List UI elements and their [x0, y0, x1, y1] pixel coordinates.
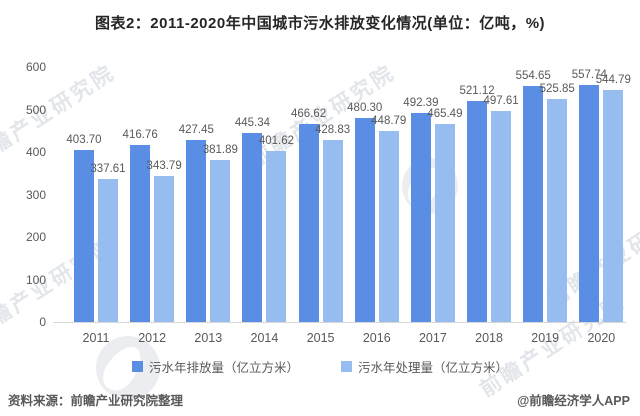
x-axis-tick-label: 2019	[531, 331, 560, 345]
x-axis-tick-label: 2014	[250, 331, 279, 345]
x-axis-tick-label: 2018	[475, 331, 503, 345]
chart-title: 图表2：2011-2020年中国城市污水排放变化情况(单位：亿吨，%)	[94, 15, 546, 32]
bar-discharge-2016	[354, 117, 375, 322]
source-note: 资料来源：前瞻产业研究院整理	[8, 394, 184, 408]
y-axis-tick-label: 500	[25, 102, 46, 117]
y-axis-tick-label: 0	[39, 315, 46, 329]
value-label: 448.79	[371, 115, 407, 128]
value-label: 525.85	[539, 82, 575, 95]
value-label: 554.65	[515, 70, 551, 83]
credit-note: @前瞻经济学人APP	[517, 394, 630, 408]
x-axis-line	[53, 322, 626, 323]
y-axis-tick-label: 600	[25, 60, 46, 74]
chart-legend: 污水年排放量（亿立方米） 污水年处理量（亿立方米）	[0, 357, 640, 376]
bar-treatment-2012	[154, 175, 175, 322]
bar-discharge-2011	[74, 150, 94, 322]
legend-swatch-icon	[341, 361, 352, 372]
value-label: 401.62	[258, 135, 295, 148]
legend-label: 污水年处理量（亿立方米）	[358, 361, 509, 375]
value-label: 557.74	[571, 68, 607, 81]
legend-item: 污水年处理量（亿立方米）	[341, 357, 508, 376]
bar-discharge-2015	[298, 123, 319, 322]
value-label: 492.39	[403, 96, 439, 109]
bar-discharge-2013	[186, 140, 207, 322]
x-axis-tick-label: 2011	[82, 331, 110, 345]
value-label: 466.62	[291, 107, 327, 120]
bar-treatment-2013	[210, 159, 231, 322]
x-axis-tick-label: 2013	[194, 331, 223, 345]
y-axis-tick-label: 100	[25, 272, 46, 287]
bar-discharge-2018	[467, 100, 488, 322]
value-label: 521.12	[459, 84, 495, 97]
x-axis-tick-label: 2015	[306, 331, 335, 345]
bar-discharge-2020	[579, 84, 600, 322]
value-label: 497.61	[483, 94, 519, 107]
legend-label: 污水年排放量（亿立方米）	[148, 361, 299, 375]
bar-treatment-2017	[434, 124, 455, 322]
value-label: 465.49	[427, 108, 463, 121]
x-axis-tick-label: 2012	[138, 331, 167, 345]
value-label: 416.76	[122, 128, 158, 141]
y-axis-tick-label: 300	[25, 187, 46, 202]
value-label: 403.70	[66, 134, 102, 147]
bar-discharge-2019	[523, 86, 544, 322]
legend-item: 污水年排放量（亿立方米）	[131, 357, 299, 376]
x-axis-tick-label: 2016	[362, 331, 391, 345]
legend-swatch-icon	[131, 361, 143, 372]
y-axis-tick-label: 400	[25, 145, 46, 159]
bar-discharge-2017	[410, 112, 431, 322]
value-label: 480.30	[347, 101, 383, 114]
value-label: 427.45	[178, 124, 214, 137]
value-label: 445.34	[234, 116, 271, 129]
bar-discharge-2014	[242, 132, 263, 322]
value-label: 544.79	[595, 74, 631, 87]
x-axis-tick-label: 2020	[587, 331, 616, 345]
value-label: 343.79	[146, 159, 182, 172]
bar-treatment-2011	[98, 178, 118, 322]
value-label: 381.89	[202, 143, 238, 156]
value-label: 337.61	[90, 162, 126, 175]
bar-discharge-2012	[130, 144, 151, 322]
bar-treatment-2019	[547, 98, 568, 322]
y-axis-tick-label: 200	[25, 230, 46, 244]
bar-treatment-2015	[322, 139, 343, 322]
bar-treatment-2016	[378, 131, 399, 322]
value-label: 428.83	[315, 123, 351, 136]
bar-treatment-2014	[266, 151, 287, 322]
bar-treatment-2018	[491, 110, 512, 322]
bar-treatment-2020	[603, 90, 624, 322]
x-axis-tick-label: 2017	[418, 331, 447, 345]
